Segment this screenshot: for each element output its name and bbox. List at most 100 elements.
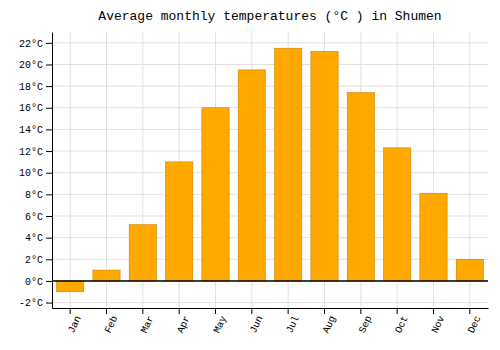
y-tick-label: 22°C xyxy=(19,39,43,50)
bar xyxy=(238,70,265,281)
y-tick: 10°C xyxy=(19,168,52,179)
plot-area: -2°C 0°C 2°C 4°C 6°C 8°C 10°C 12°C 14°C 16°C 18°C 2… xyxy=(19,32,489,335)
x-tick-mark xyxy=(106,308,107,314)
x-tick-mark xyxy=(469,308,470,314)
y-tick-label: 14°C xyxy=(19,125,43,136)
y-tick: 12°C xyxy=(19,147,52,158)
y-tick-mark xyxy=(46,151,52,152)
x-tick-label: Oct xyxy=(393,314,411,335)
x-tick: Feb xyxy=(103,308,121,335)
x-tick-mark xyxy=(433,308,434,314)
x-tick-label: Nov xyxy=(430,314,448,335)
x-tick-mark xyxy=(70,308,71,314)
bar xyxy=(166,162,193,281)
bar xyxy=(420,193,447,281)
bar xyxy=(129,225,156,281)
y-tick-mark xyxy=(46,86,52,87)
x-tick-label: Jan xyxy=(66,314,84,335)
y-tick-mark xyxy=(46,108,52,109)
y-tick-mark xyxy=(46,238,52,239)
zero-line xyxy=(52,280,488,282)
x-tick-label: Jul xyxy=(284,314,302,335)
bar xyxy=(57,281,84,292)
x-axis-line xyxy=(53,308,489,309)
y-tick-label: 6°C xyxy=(25,212,43,223)
x-tick-mark xyxy=(251,308,252,314)
chart-container: -2°C 0°C 2°C 4°C 6°C 8°C 10°C 12°C 14°C 16°C 18°C 2… xyxy=(0,0,500,350)
y-tick: 18°C xyxy=(19,82,52,93)
bar xyxy=(93,270,120,281)
y-grid-line xyxy=(52,42,488,43)
y-axis-line xyxy=(52,33,53,309)
y-tick: 8°C xyxy=(25,190,52,201)
y-tick-label: 4°C xyxy=(25,233,43,244)
x-tick: Apr xyxy=(175,308,193,335)
x-tick: Nov xyxy=(430,308,448,335)
x-tick-mark xyxy=(142,308,143,314)
y-tick-label: 8°C xyxy=(25,190,43,201)
y-tick-label: 18°C xyxy=(19,82,43,93)
grid xyxy=(52,32,488,308)
x-tick-mark xyxy=(215,308,216,314)
x-tick-label: Apr xyxy=(175,314,193,335)
x-tick: Dec xyxy=(466,308,484,335)
y-grid-line xyxy=(52,86,488,87)
y-tick-label: 16°C xyxy=(19,103,43,114)
x-tick: Mar xyxy=(139,308,157,335)
x-grid-line xyxy=(70,32,71,308)
x-tick: Jul xyxy=(284,308,302,335)
y-tick: 20°C xyxy=(19,60,52,71)
y-grid-line xyxy=(52,129,488,130)
y-grid-line xyxy=(52,302,488,303)
y-tick: 2°C xyxy=(25,255,52,266)
y-tick-label: 10°C xyxy=(19,168,43,179)
x-tick-mark xyxy=(360,308,361,314)
x-tick-mark xyxy=(324,308,325,314)
y-tick-mark xyxy=(46,303,52,304)
y-tick-mark xyxy=(46,173,52,174)
y-grid-line xyxy=(52,280,488,281)
x-tick: Jun xyxy=(248,308,266,335)
y-tick-mark xyxy=(46,129,52,130)
x-grid-line xyxy=(106,32,107,308)
y-tick-label: 20°C xyxy=(19,60,43,71)
chart-svg: -2°C 0°C 2°C 4°C 6°C 8°C 10°C 12°C 14°C 16°C 18°C 2… xyxy=(0,0,500,350)
y-tick-mark xyxy=(46,216,52,217)
x-tick: Oct xyxy=(393,308,411,335)
y-tick-label: -2°C xyxy=(19,298,43,309)
y-tick-label: 2°C xyxy=(25,255,43,266)
bar xyxy=(384,148,411,281)
x-tick: Aug xyxy=(321,308,339,335)
y-tick-label: 0°C xyxy=(25,277,43,288)
y-tick-mark xyxy=(46,259,52,260)
bar xyxy=(202,108,229,281)
y-tick: -2°C xyxy=(19,298,52,309)
y-tick: 4°C xyxy=(25,233,52,244)
x-tick-label: Aug xyxy=(321,314,339,335)
y-tick-label: 12°C xyxy=(19,147,43,158)
bar xyxy=(456,259,483,281)
x-tick: Jan xyxy=(66,308,84,335)
x-tick: May xyxy=(212,308,230,335)
title: Average monthly temperatures (°C ) in Sh… xyxy=(98,9,441,24)
y-grid-line xyxy=(52,64,488,65)
x-tick-label: Dec xyxy=(466,314,484,335)
y-grid-line xyxy=(52,172,488,173)
y-tick: 14°C xyxy=(19,125,52,136)
y-tick-mark xyxy=(46,43,52,44)
y-tick: 0°C xyxy=(25,277,52,288)
y-tick-mark xyxy=(46,281,52,282)
x-tick-mark xyxy=(397,308,398,314)
bar xyxy=(347,93,374,281)
x-tick-label: Jun xyxy=(248,314,266,335)
y-tick: 6°C xyxy=(25,212,52,223)
x-tick-label: May xyxy=(212,314,230,335)
y-grid-line xyxy=(52,107,488,108)
x-axis: JanFebMarAprMayJunJulAugSepOctNovDec xyxy=(53,308,489,335)
y-tick-mark xyxy=(46,64,52,65)
y-tick: 16°C xyxy=(19,103,52,114)
y-tick: 22°C xyxy=(19,39,52,50)
x-tick-label: Feb xyxy=(103,314,121,335)
x-tick-mark xyxy=(288,308,289,314)
x-tick-mark xyxy=(179,308,180,314)
